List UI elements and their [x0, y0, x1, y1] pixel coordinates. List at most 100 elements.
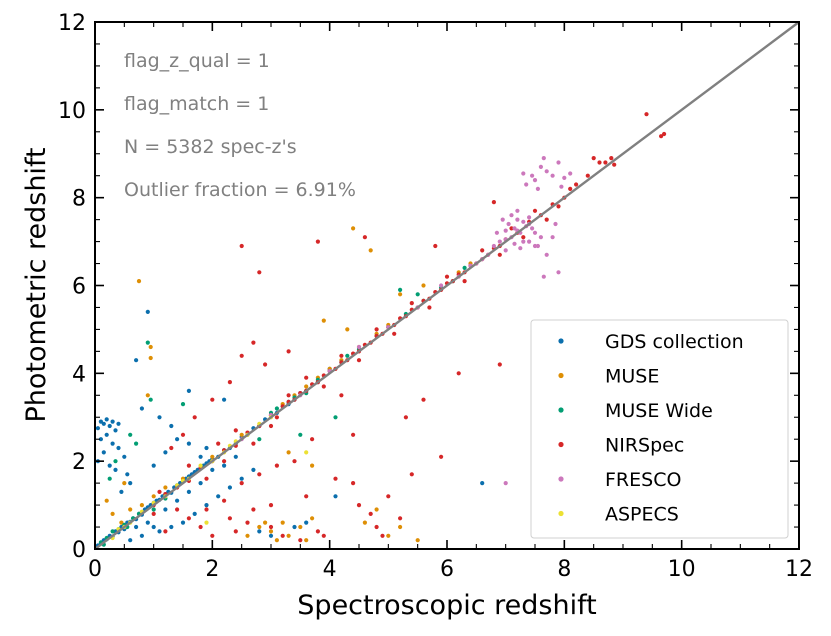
data-point [568, 186, 573, 191]
data-point [480, 481, 485, 486]
legend: GDS collection MUSE MUSE Wide NIRSpec FRESCO… [530, 319, 789, 539]
data-point [562, 175, 567, 180]
legend-label: NIRSpec [605, 435, 684, 457]
data-point [263, 520, 268, 525]
data-point [104, 417, 109, 422]
data-point [204, 503, 209, 508]
x-tick-label: 8 [557, 557, 571, 582]
data-point [128, 538, 133, 543]
data-point [612, 162, 617, 167]
data-point [204, 445, 209, 451]
data-point [128, 507, 133, 512]
data-point [280, 520, 285, 525]
data-point [298, 538, 303, 543]
data-point [186, 489, 191, 494]
data-point [251, 441, 256, 446]
data-point [456, 371, 461, 376]
data-point [239, 243, 244, 249]
legend-marker [558, 407, 564, 413]
data-point [157, 529, 162, 534]
legend-entry: MUSE Wide [558, 400, 713, 422]
data-point [392, 331, 397, 336]
data-point [521, 219, 526, 224]
data-point [462, 265, 467, 270]
data-point [515, 217, 520, 222]
data-point [257, 524, 262, 530]
data-point [609, 156, 614, 161]
data-point [304, 384, 309, 389]
legend-entry: MUSE [558, 366, 659, 388]
data-point [210, 467, 215, 472]
data-point [198, 454, 203, 459]
data-point [204, 476, 209, 481]
y-tick-label: 10 [58, 99, 86, 124]
data-point [286, 450, 291, 455]
data-point [515, 208, 520, 213]
data-point [134, 524, 139, 530]
data-point [304, 494, 309, 499]
data-point [351, 226, 356, 231]
data-point [113, 467, 118, 472]
data-point [233, 454, 238, 459]
axis-ticks: 0 2 4 6 8 10 12 0 2 4 6 8 10 12 [58, 11, 813, 582]
data-point [544, 217, 549, 222]
annotation-flag-match: flag_match = 1 [124, 93, 269, 115]
data-point [198, 481, 203, 486]
data-point [110, 441, 115, 446]
x-tick-label: 10 [668, 557, 696, 582]
data-point [151, 524, 156, 530]
data-point [110, 419, 115, 424]
data-point [222, 459, 227, 464]
data-point [362, 520, 367, 525]
legend-box [530, 319, 789, 539]
data-point [274, 415, 279, 420]
legend-label: MUSE Wide [605, 400, 713, 422]
data-point [151, 494, 156, 499]
data-point [512, 241, 517, 246]
one-to-one-line [94, 21, 800, 550]
data-point [257, 529, 262, 534]
data-point [169, 423, 174, 429]
data-point [145, 340, 150, 345]
data-point [345, 353, 350, 358]
data-point [544, 252, 549, 257]
data-point [544, 169, 549, 174]
data-point [439, 454, 444, 459]
data-point [356, 344, 362, 350]
data-point [509, 226, 514, 231]
series-muse [104, 226, 473, 543]
data-point [662, 131, 667, 137]
data-point [304, 375, 309, 380]
data-point [157, 415, 162, 420]
data-point [556, 160, 561, 165]
x-tick-label: 2 [205, 557, 219, 582]
data-point [192, 511, 197, 516]
data-point [268, 503, 274, 508]
data-point [210, 397, 215, 402]
data-point [268, 423, 274, 429]
data-point [574, 182, 579, 187]
data-point [274, 463, 279, 468]
data-point [169, 524, 174, 530]
data-point [559, 184, 564, 189]
x-tick-label: 12 [785, 557, 813, 582]
data-point [192, 415, 197, 420]
data-point [532, 178, 538, 183]
data-point [104, 498, 109, 503]
data-point [494, 230, 499, 235]
y-tick-label: 2 [72, 450, 86, 475]
data-point [310, 437, 315, 442]
data-point [292, 459, 297, 464]
y-tick-label: 12 [58, 11, 86, 36]
data-point [245, 533, 250, 538]
data-point [386, 533, 391, 538]
data-point [500, 217, 505, 222]
data-point [113, 428, 118, 433]
data-point [368, 248, 373, 253]
data-point [180, 520, 186, 525]
data-point [512, 226, 517, 231]
data-point [444, 274, 450, 279]
data-point [148, 344, 153, 350]
data-point [148, 355, 153, 361]
data-point [298, 432, 303, 437]
